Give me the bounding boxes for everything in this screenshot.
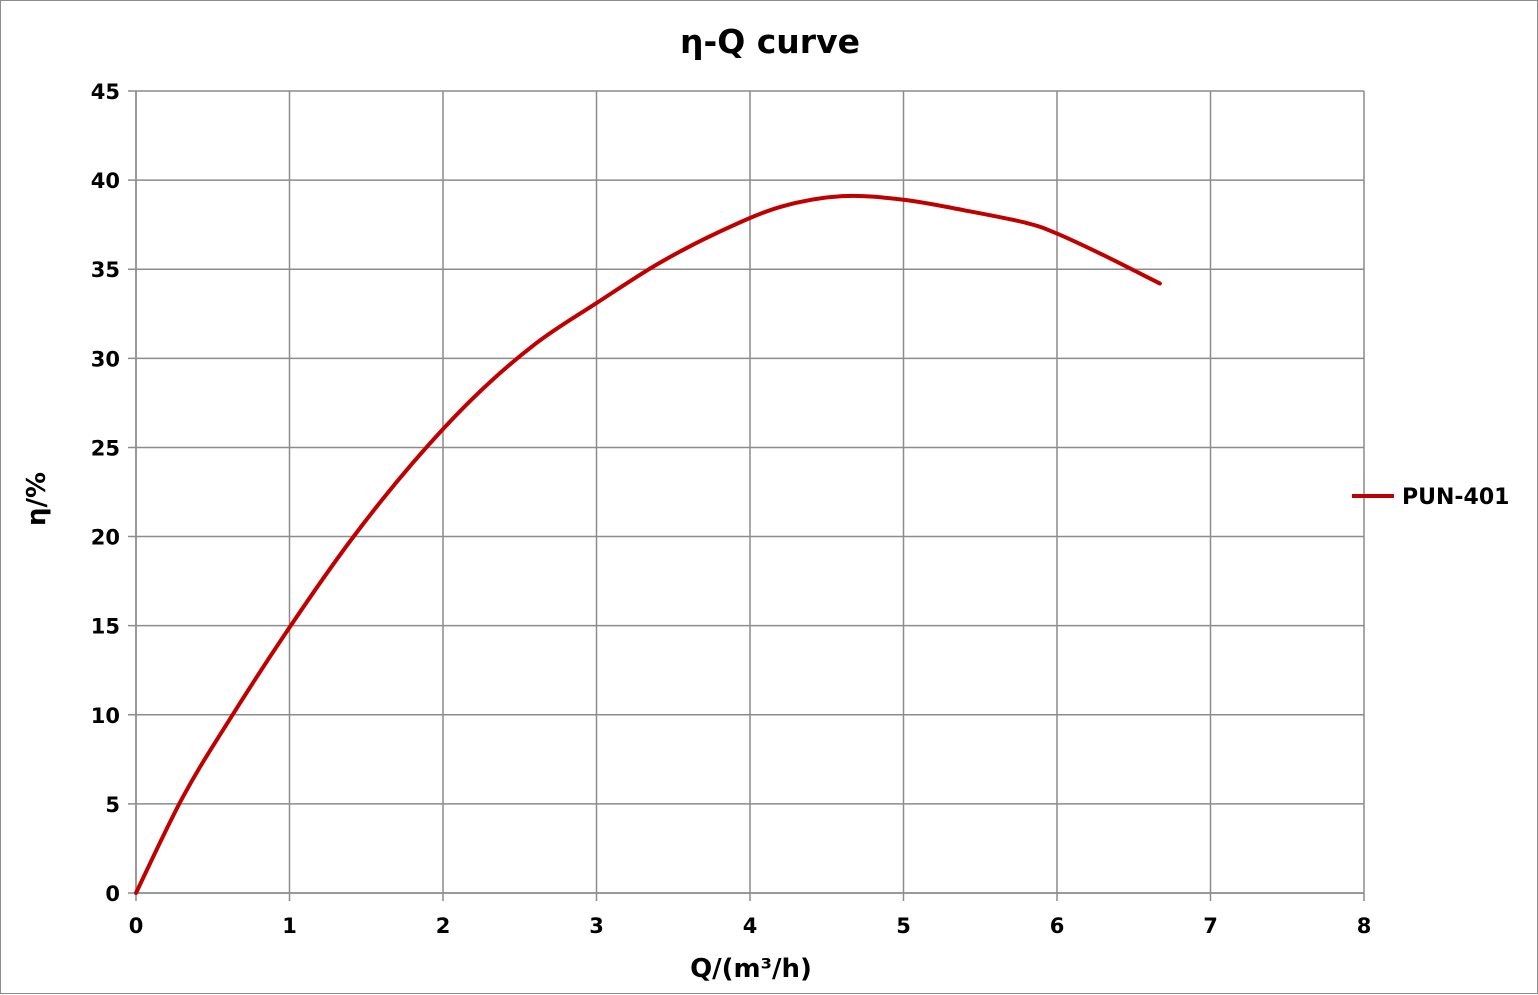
grid-lines [128,90,1365,901]
y-axis-label: η/% [22,472,52,526]
y-tick-label: 25 [91,436,120,460]
legend-label: PUN-401 [1402,485,1509,510]
x-tick-label: 5 [896,914,911,938]
y-tick-label: 30 [91,347,120,371]
x-tick-label: 4 [743,914,758,938]
y-tick-label: 10 [91,704,120,728]
x-tick-label: 7 [1203,914,1218,938]
series-lines [134,193,1162,895]
x-tick-label: 8 [1357,914,1372,938]
legend: PUN-401 [1352,485,1509,510]
chart-title: η-Q curve [680,22,860,61]
x-tick-labels: 0 1 2 3 4 5 6 7 8 [129,914,1372,938]
series-line-pun-401 [134,193,1162,895]
x-tick-label: 6 [1050,914,1065,938]
x-tick-label: 0 [129,914,144,938]
y-tick-label: 35 [91,258,120,282]
y-tick-labels: 0 5 10 15 20 25 30 35 40 45 [91,80,120,906]
y-tick-label: 5 [105,793,120,817]
y-tick-label: 15 [91,615,120,639]
y-tick-label: 40 [91,169,120,193]
y-tick-label: 45 [91,80,120,104]
y-tick-label: 20 [91,526,120,550]
x-tick-label: 3 [589,914,604,938]
x-tick-label: 2 [436,914,451,938]
x-axis-label: Q/(m³/h) [690,954,812,984]
y-tick-label: 0 [105,882,120,906]
x-tick-label: 1 [282,914,297,938]
